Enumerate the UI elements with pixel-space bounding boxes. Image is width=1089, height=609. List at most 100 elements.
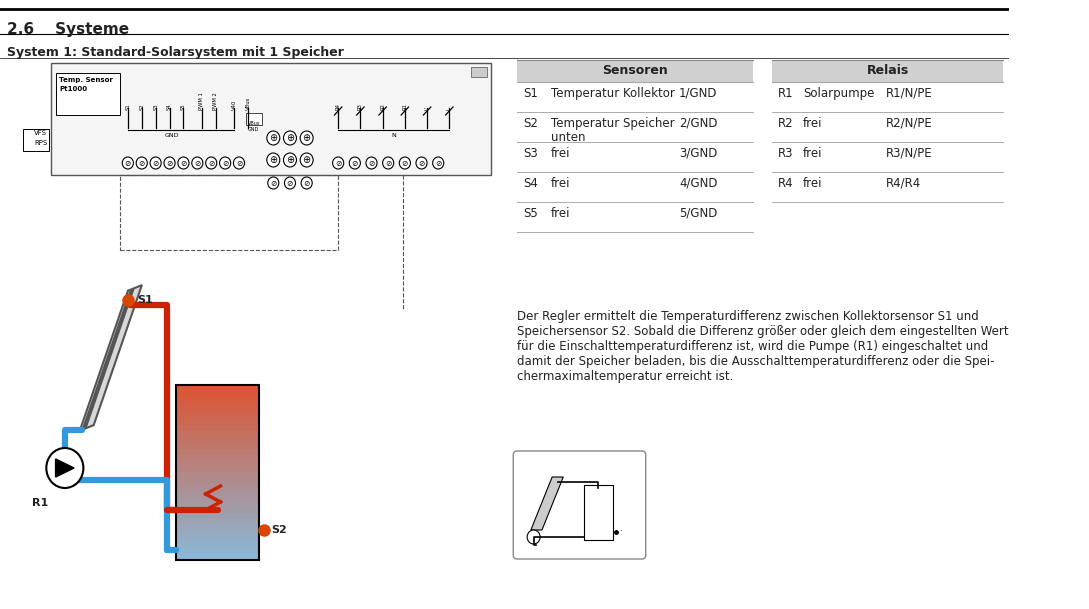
Bar	[176, 420, 259, 427]
Text: S5: S5	[181, 104, 186, 110]
Text: VFS: VFS	[34, 130, 47, 136]
Circle shape	[267, 131, 280, 145]
Text: R3: R3	[779, 147, 794, 160]
Text: ⊕: ⊕	[303, 155, 310, 165]
Text: Der Regler ermittelt die Temperaturdifferenz zwischen Kollektorsensor S1 und: Der Regler ermittelt die Temperaturdiffe…	[517, 310, 979, 323]
Text: S5: S5	[524, 207, 538, 220]
Text: R3/N/PE: R3/N/PE	[885, 147, 932, 160]
Bar	[176, 431, 259, 438]
Text: damit der Speicher beladen, bis die Ausschalttemperaturdifferenz oder die Spei-: damit der Speicher beladen, bis die Auss…	[517, 355, 994, 368]
Text: ⊕: ⊕	[269, 155, 278, 165]
Text: GND: GND	[164, 133, 179, 138]
Bar	[176, 414, 259, 421]
Bar	[772, 60, 1003, 82]
Text: ⊘: ⊘	[181, 158, 186, 167]
Bar	[176, 449, 259, 456]
Text: VBus: VBus	[246, 97, 250, 110]
Text: Temperatur Speicher: Temperatur Speicher	[551, 117, 675, 130]
Text: GND: GND	[248, 127, 259, 132]
Circle shape	[301, 131, 314, 145]
Bar	[176, 530, 259, 538]
Text: frei: frei	[551, 207, 571, 220]
Text: ⊘: ⊘	[138, 158, 145, 167]
Circle shape	[47, 448, 84, 488]
Text: ⊘: ⊘	[236, 158, 242, 167]
Text: ⊘: ⊘	[208, 158, 215, 167]
Text: V40: V40	[232, 100, 237, 110]
Text: frei: frei	[804, 117, 822, 130]
Bar	[176, 495, 259, 502]
Text: frei: frei	[804, 177, 822, 190]
Bar	[245, 113, 262, 125]
Bar	[176, 396, 259, 404]
Text: Sensoren: Sensoren	[602, 65, 668, 77]
Text: S3: S3	[524, 147, 538, 160]
Text: R1: R1	[779, 87, 794, 100]
Text: 2/GND: 2/GND	[680, 117, 718, 130]
Text: R1/N/PE: R1/N/PE	[885, 87, 932, 100]
Circle shape	[192, 157, 203, 169]
Circle shape	[233, 157, 245, 169]
Text: R3: R3	[358, 103, 363, 110]
Circle shape	[283, 153, 296, 167]
Text: ⊘: ⊘	[304, 178, 310, 188]
Text: ⊕: ⊕	[286, 155, 294, 165]
Text: S4: S4	[524, 177, 538, 190]
Text: ⊘: ⊘	[124, 158, 131, 167]
Text: unten: unten	[551, 131, 586, 144]
Bar	[176, 385, 259, 560]
Text: S2: S2	[271, 525, 287, 535]
Bar	[176, 501, 259, 509]
Text: N: N	[391, 133, 396, 138]
Bar	[176, 454, 259, 462]
Bar	[176, 548, 259, 555]
Text: S1: S1	[137, 295, 152, 305]
Text: Speichersensor S2. Sobald die Differenz größer oder gleich dem eingestellten Wer: Speichersensor S2. Sobald die Differenz …	[517, 325, 1008, 338]
Polygon shape	[79, 285, 142, 431]
Text: 3/GND: 3/GND	[680, 147, 718, 160]
Text: S2: S2	[524, 117, 538, 130]
Text: 4/GND: 4/GND	[680, 177, 718, 190]
Bar	[176, 402, 259, 409]
Circle shape	[382, 157, 394, 169]
Bar	[470, 67, 487, 77]
Text: ⊘: ⊘	[435, 158, 441, 167]
Text: Temp. Sensor: Temp. Sensor	[59, 77, 113, 83]
Bar	[517, 60, 754, 82]
Text: R2/N/PE: R2/N/PE	[885, 117, 932, 130]
Bar	[176, 408, 259, 415]
Bar	[176, 466, 259, 474]
Text: Relais: Relais	[867, 65, 908, 77]
Text: Temperatur Kollektor: Temperatur Kollektor	[551, 87, 675, 100]
Polygon shape	[82, 288, 135, 430]
Bar	[176, 484, 259, 491]
Bar	[176, 542, 259, 549]
Text: für die Einschalttemperaturdifferenz ist, wird die Pumpe (R1) eingeschaltet und: für die Einschalttemperaturdifferenz ist…	[517, 340, 988, 353]
Polygon shape	[56, 459, 74, 477]
Text: ⊘: ⊘	[152, 158, 159, 167]
Text: R1: R1	[402, 103, 407, 110]
Text: PWM 2: PWM 2	[213, 92, 219, 110]
Bar	[176, 490, 259, 497]
Circle shape	[164, 157, 175, 169]
Circle shape	[301, 177, 313, 189]
Text: R2: R2	[380, 103, 386, 110]
Text: ⊘: ⊘	[270, 178, 277, 188]
Text: ⊘: ⊘	[286, 178, 293, 188]
Text: ⊘: ⊘	[222, 158, 229, 167]
Text: PWM 1: PWM 1	[199, 92, 205, 110]
Text: R4: R4	[335, 103, 341, 110]
Bar	[176, 536, 259, 543]
Text: chermaximaltemperatur erreicht ist.: chermaximaltemperatur erreicht ist.	[517, 370, 733, 383]
Bar	[176, 554, 259, 561]
Text: ⊘: ⊘	[194, 158, 200, 167]
Circle shape	[416, 157, 427, 169]
Bar	[584, 485, 613, 540]
Bar	[176, 437, 259, 445]
Circle shape	[284, 177, 295, 189]
Bar	[176, 443, 259, 450]
Text: VBus: VBus	[247, 121, 260, 126]
Circle shape	[268, 177, 279, 189]
Text: ⊘: ⊘	[335, 158, 341, 167]
Text: ⊘: ⊘	[167, 158, 173, 167]
